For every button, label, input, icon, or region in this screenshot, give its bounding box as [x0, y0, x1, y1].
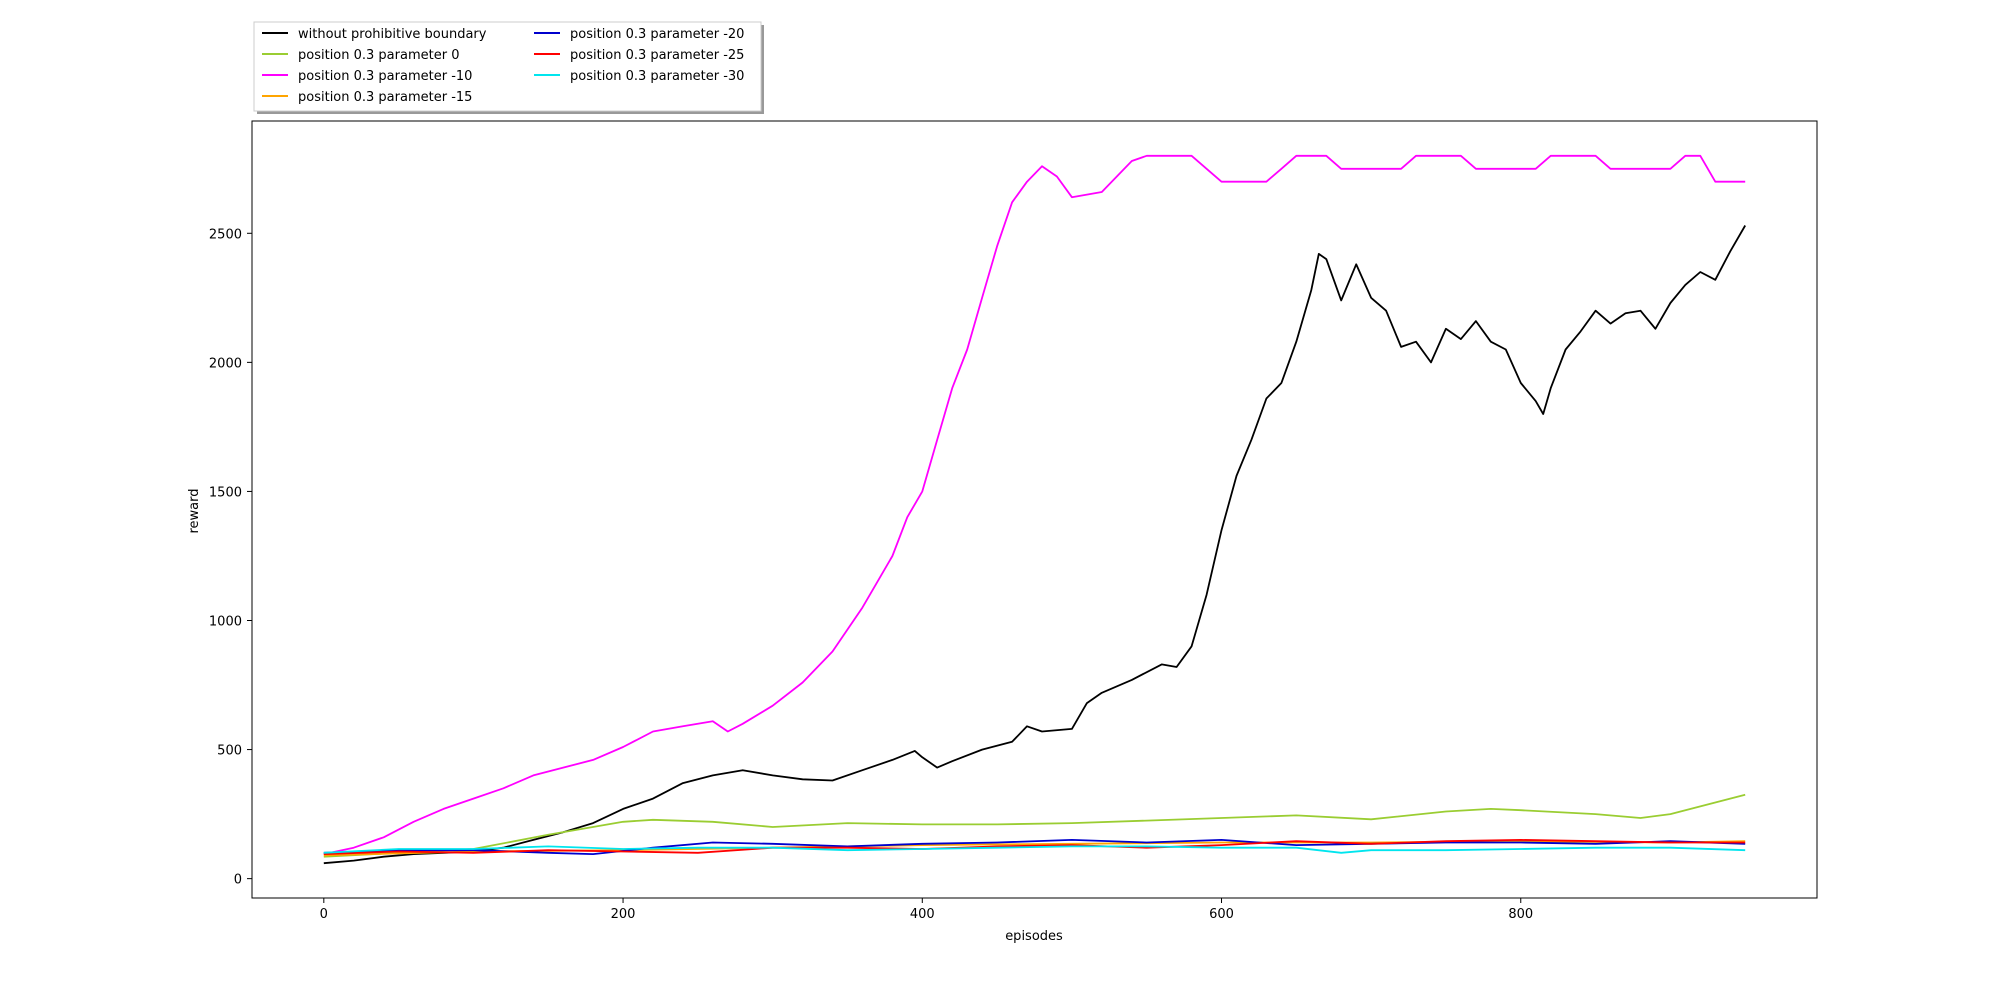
x-tick-label: 200	[611, 907, 636, 922]
x-tick-label: 400	[910, 907, 935, 922]
series-layer	[323, 154, 1746, 865]
series-line-5	[323, 839, 1746, 855]
series-line-6	[323, 839, 1746, 855]
y-tick-label: 2000	[209, 356, 242, 371]
x-axis-label: episodes	[1005, 929, 1063, 944]
legend-label-5: position 0.3 parameter -20	[570, 27, 744, 42]
plot-area	[251, 120, 1818, 899]
y-axis-label: reward	[187, 488, 202, 533]
y-tick-label: 500	[217, 744, 242, 759]
y-tick-label: 1000	[209, 615, 242, 630]
legend-label-6: position 0.3 parameter -25	[570, 48, 744, 63]
legend-label-1: without prohibitive boundary	[298, 27, 487, 42]
x-tick-label: 800	[1508, 907, 1533, 922]
legend-box	[253, 21, 762, 112]
y-tick-label: 1500	[209, 485, 242, 500]
y-tick-label: 2500	[209, 227, 242, 242]
legend-items: without prohibitive boundary position 0.3…	[262, 27, 744, 105]
legend-label-3: position 0.3 parameter -10	[298, 69, 472, 84]
x-axis-ticks: 0 200 400 600 800	[320, 898, 1533, 922]
series-line-3	[323, 154, 1746, 855]
x-tick-label: 0	[320, 907, 328, 922]
series-line-2	[323, 793, 1746, 858]
legend: without prohibitive boundary position 0.3…	[253, 21, 764, 114]
y-axis-ticks: 0 500 1000 1500 2000 2500	[209, 227, 252, 888]
legend-label-7: position 0.3 parameter -30	[570, 69, 744, 84]
y-tick-label: 0	[234, 873, 242, 888]
series-line-1	[323, 225, 1746, 865]
series-line-7	[323, 845, 1746, 854]
legend-label-4: position 0.3 parameter -15	[298, 90, 472, 105]
legend-label-2: position 0.3 parameter 0	[298, 48, 459, 63]
x-tick-label: 600	[1209, 907, 1234, 922]
